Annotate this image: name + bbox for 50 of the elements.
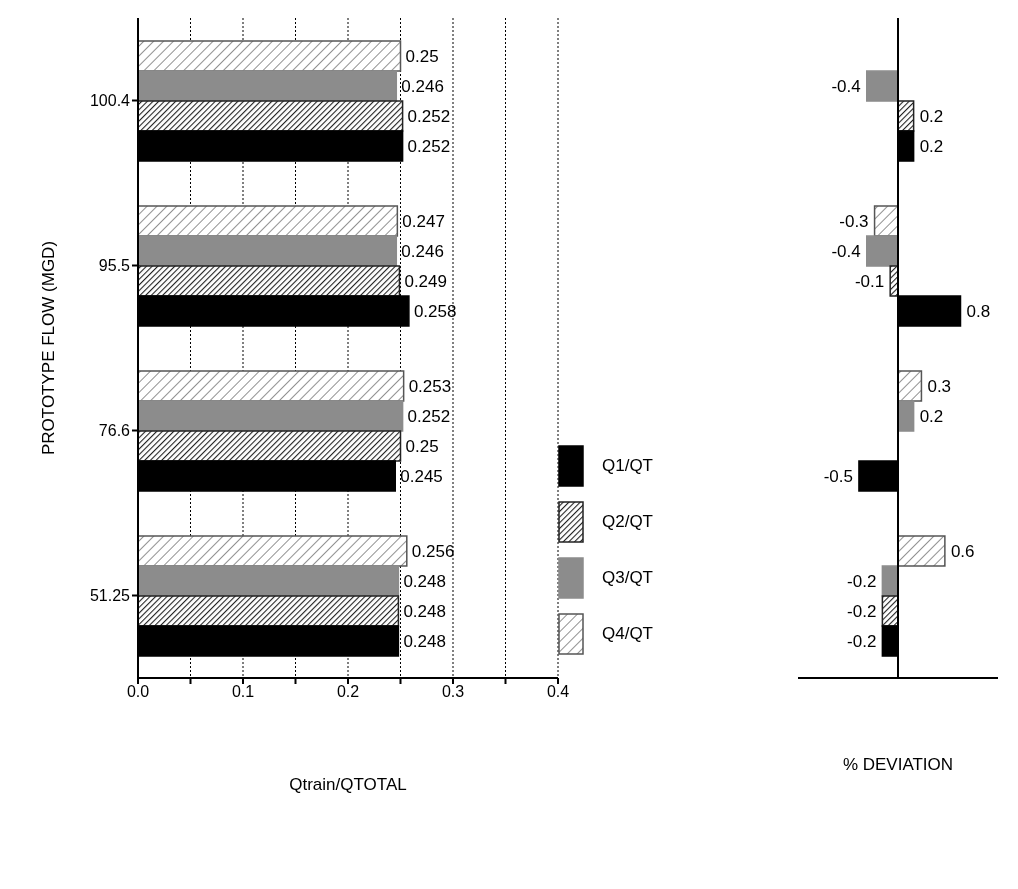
data-label: 0.246 xyxy=(401,242,444,262)
data-label: -0.2 xyxy=(847,572,877,592)
data-label: -0.1 xyxy=(854,272,885,292)
data-label: 0.3 xyxy=(927,377,952,397)
data-label: 0.2 xyxy=(919,107,944,127)
y-tick-label: 95.5 xyxy=(98,257,131,275)
data-label: 0.252 xyxy=(407,407,451,427)
legend-label: Q3/QT xyxy=(602,568,654,588)
x-axis-title: Qtrain/QTOTAL xyxy=(289,775,407,795)
x-tick-label: 0.4 xyxy=(546,683,570,701)
data-label: -0.4 xyxy=(831,77,861,97)
data-label: 0.249 xyxy=(404,272,447,292)
data-label: 0.246 xyxy=(401,77,444,97)
data-label: 0.258 xyxy=(413,302,457,322)
data-label: 0.256 xyxy=(411,542,455,562)
data-label: 0.25 xyxy=(405,47,439,67)
y-tick-label: 51.25 xyxy=(89,587,131,605)
data-label: 0.252 xyxy=(407,107,451,127)
x-tick-label: 0.3 xyxy=(441,683,465,701)
data-label: 0.252 xyxy=(407,137,451,157)
bar xyxy=(897,535,946,567)
data-label: -0.3 xyxy=(839,212,869,232)
bar xyxy=(866,235,899,267)
x-tick-label: 0.1 xyxy=(231,683,255,701)
data-label: 0.248 xyxy=(403,602,446,622)
data-label: 0.245 xyxy=(400,467,443,487)
bar xyxy=(866,70,899,102)
data-label: 0.253 xyxy=(408,377,452,397)
data-label: -0.2 xyxy=(847,632,877,652)
data-label: -0.4 xyxy=(831,242,861,262)
y-tick-label: 76.6 xyxy=(98,422,131,440)
data-label: 0.25 xyxy=(405,437,439,457)
x-tick-label: 0.2 xyxy=(336,683,360,701)
x-tick-label: 0.0 xyxy=(126,683,150,701)
legend-label: Q4/QT xyxy=(602,624,654,644)
data-label: 0.6 xyxy=(950,542,975,562)
data-label: -0.5 xyxy=(823,467,853,487)
data-label: 0.2 xyxy=(919,407,944,427)
data-label: 0.247 xyxy=(402,212,445,232)
legend-label: Q1/QT xyxy=(602,456,654,476)
y-tick-label: 100.4 xyxy=(89,92,131,110)
data-label: 0.8 xyxy=(966,302,991,322)
x-axis-title: % DEVIATION xyxy=(842,755,954,775)
data-label: -0.2 xyxy=(847,602,877,622)
data-label: 0.248 xyxy=(403,632,446,652)
bar xyxy=(897,370,923,402)
data-label: 0.248 xyxy=(403,572,446,592)
legend-label: Q2/QT xyxy=(602,512,654,532)
y-axis-title: PROTOTYPE FLOW (MGD) xyxy=(39,240,59,456)
data-label: 0.2 xyxy=(919,137,944,157)
